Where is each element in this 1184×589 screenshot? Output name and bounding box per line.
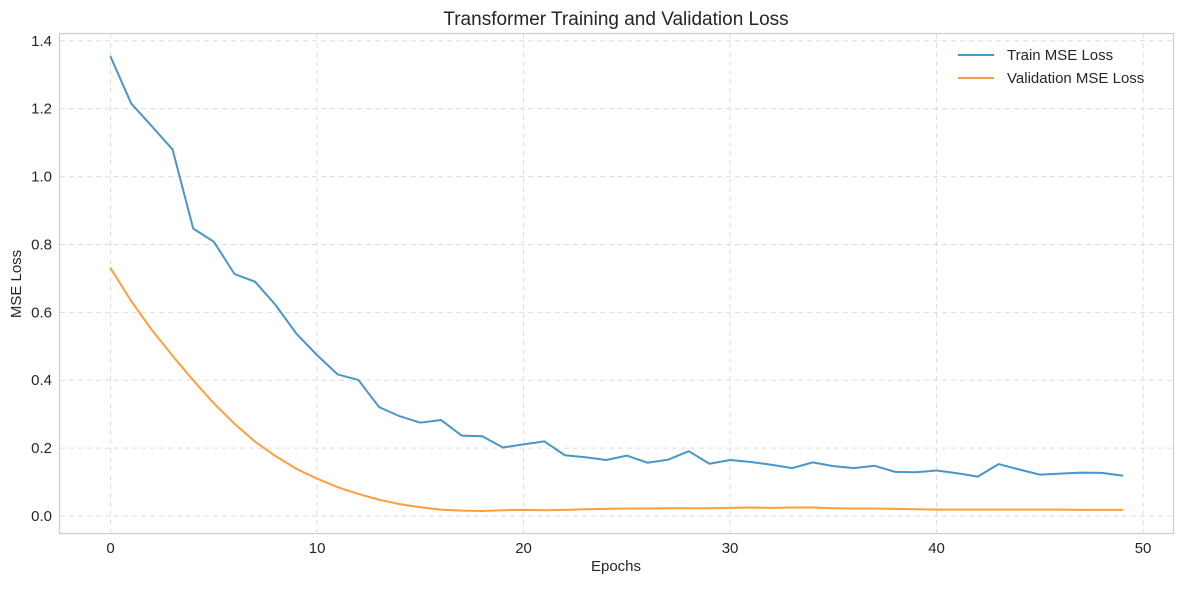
y-tick-label: 1.0 [31, 169, 52, 186]
series-lines [109, 55, 1124, 512]
x-tick-label: 30 [722, 540, 739, 557]
x-tick-label: 10 [309, 540, 326, 557]
x-axis-label: Epochs [591, 558, 641, 575]
y-tick-label: 0.6 [31, 304, 52, 321]
x-tick-label: 40 [928, 540, 945, 557]
y-tick-label: 0.4 [31, 372, 52, 389]
x-tick-label: 0 [106, 540, 114, 557]
x-axis-ticks: 0 10 20 30 40 50 [106, 540, 1151, 557]
y-tick-label: 0.2 [31, 440, 52, 457]
validation-loss-line [109, 267, 1124, 512]
y-tick-label: 0.8 [31, 236, 52, 253]
y-axis-ticks: 0.0 0.2 0.4 0.6 0.8 1.0 1.2 1.4 [31, 33, 52, 525]
legend: Train MSE Loss Validation MSE Loss [958, 47, 1144, 87]
train-loss-line [109, 55, 1124, 478]
grid-lines [60, 34, 1173, 533]
y-tick-label: 1.2 [31, 101, 52, 118]
chart-title: Transformer Training and Validation Loss [443, 9, 788, 30]
x-tick-label: 50 [1135, 540, 1152, 557]
y-tick-label: 0.0 [31, 508, 52, 525]
plot-frame [58, 32, 1175, 535]
legend-label-train: Train MSE Loss [1007, 47, 1113, 64]
y-tick-label: 1.4 [31, 33, 52, 50]
legend-label-validation: Validation MSE Loss [1007, 70, 1144, 87]
y-axis-label: MSE Loss [8, 250, 25, 318]
x-tick-label: 20 [515, 540, 532, 557]
